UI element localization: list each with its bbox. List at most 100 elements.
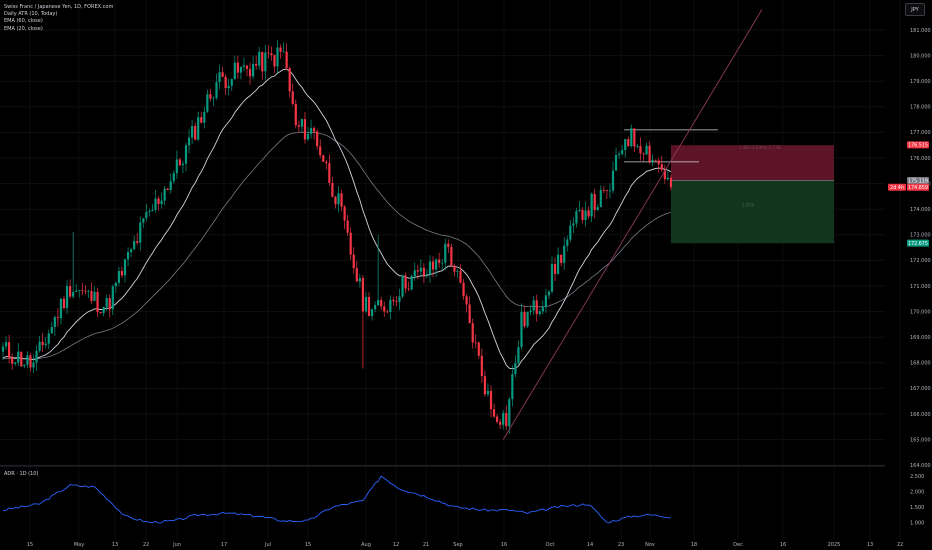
price-label: 2d 4h <box>890 185 904 191</box>
candle-body <box>151 209 154 212</box>
candle-body <box>511 374 514 400</box>
candle-body <box>191 125 194 138</box>
candle-body <box>306 133 310 140</box>
candle-body <box>218 72 221 83</box>
candle-body <box>624 139 627 150</box>
time-tick-label: May <box>74 542 84 548</box>
candle-body <box>291 91 294 104</box>
stop-zone-label: 1.80 (1.03%) 1.778 <box>739 145 781 151</box>
candle-body <box>459 270 462 283</box>
candle-body <box>627 139 630 147</box>
candle-body <box>471 323 474 343</box>
candle-body <box>233 62 236 80</box>
time-tick-label: Aug <box>361 542 371 548</box>
candle-body <box>53 317 56 327</box>
candle-body <box>340 193 343 207</box>
price-label-bg <box>907 141 929 149</box>
candle-body <box>203 111 206 123</box>
candle-body <box>23 364 26 367</box>
candle-body <box>410 276 413 290</box>
candle-body <box>56 317 59 319</box>
candle-body <box>194 125 197 140</box>
candle-body <box>563 245 566 263</box>
candle-body <box>8 342 11 358</box>
candle-body <box>157 198 160 205</box>
candle-body <box>532 300 535 311</box>
candle-body <box>26 355 29 365</box>
candle-body <box>346 220 349 233</box>
candle-body <box>316 131 319 147</box>
candle-body <box>581 210 584 220</box>
time-tick-label: Dec <box>733 542 743 548</box>
candle-body <box>438 259 441 263</box>
candle-body <box>331 182 334 197</box>
candle-body <box>633 128 636 147</box>
time-tick-label: 13 <box>867 542 873 548</box>
trend-line[interactable] <box>502 9 763 440</box>
price-tick-label: 169.000 <box>910 335 931 341</box>
candle-body <box>477 342 480 356</box>
candle-body <box>377 300 380 306</box>
candle-body <box>645 145 648 155</box>
candle-body <box>303 119 307 140</box>
candle-body <box>11 357 14 364</box>
candle-body <box>364 297 368 312</box>
candle-body <box>419 267 422 272</box>
candle-body <box>282 51 285 53</box>
candle-body <box>621 149 624 154</box>
candle-body <box>337 193 340 205</box>
candle-body <box>35 350 38 363</box>
time-tick-label: Jun <box>172 542 181 548</box>
time-tick-label: 21 <box>423 542 429 548</box>
candle-body <box>142 218 145 223</box>
candle-body <box>93 291 96 301</box>
candle-body <box>17 351 20 363</box>
candle-body <box>4 342 8 347</box>
candle-body <box>78 290 81 291</box>
candle-body <box>252 63 255 77</box>
candle-body <box>172 173 175 182</box>
candle-body <box>428 261 432 275</box>
time-tick-label: 2025 <box>828 542 841 548</box>
price-tick-label: 170.000 <box>910 309 931 315</box>
candle-body <box>227 85 230 89</box>
price-tick-label: 173.000 <box>910 233 931 239</box>
price-tick-label: 168.000 <box>910 361 931 367</box>
candle-body <box>514 362 517 375</box>
price-tick-label: 176.000 <box>910 156 931 162</box>
price-label-bg <box>888 183 906 191</box>
candle-body <box>126 252 130 260</box>
candle-body <box>313 128 316 132</box>
candle-body <box>523 311 526 327</box>
position-tool[interactable]: 1.80 (1.03%) 1.778 1.816 <box>671 145 834 244</box>
candle-body <box>255 63 258 66</box>
candle-body <box>294 103 297 126</box>
price-tick-label: 180.000 <box>910 53 931 59</box>
candle-body <box>572 223 575 226</box>
candle-body <box>322 155 325 162</box>
candle-body <box>242 65 246 67</box>
candle-body <box>450 247 453 266</box>
candle-body <box>468 304 471 324</box>
candle-body <box>136 241 139 243</box>
price-tick-label: 178.000 <box>910 105 931 111</box>
candle-body <box>102 306 105 314</box>
candle-body <box>544 295 547 308</box>
candle-body <box>596 207 599 210</box>
candle-body <box>648 145 651 162</box>
candle-body <box>62 298 66 309</box>
candle-body <box>505 412 508 427</box>
candle-body <box>380 300 383 307</box>
adr-axis: 2.500 2.000 1.500 1.000 <box>910 474 924 527</box>
time-tick-label: 23 <box>618 542 624 548</box>
candle-body <box>111 286 114 310</box>
candle-body <box>84 290 87 292</box>
candle-body <box>270 53 273 56</box>
candle-body <box>508 399 511 427</box>
candles <box>1 40 673 434</box>
candle-body <box>273 55 276 67</box>
currency-button[interactable]: JPY <box>905 3 925 16</box>
candle-body <box>654 159 657 161</box>
candle-body <box>550 264 554 292</box>
